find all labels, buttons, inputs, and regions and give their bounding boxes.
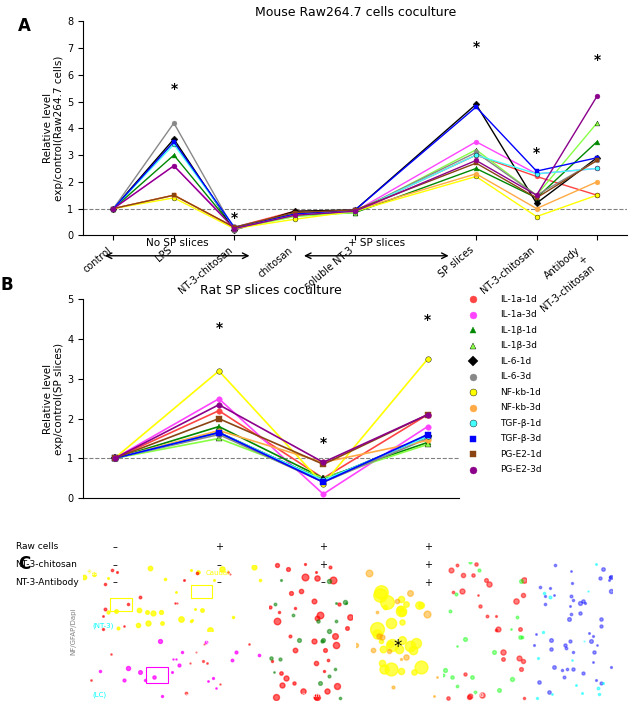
Text: NF-kb-1d: NF-kb-1d [500, 388, 541, 397]
Text: –: – [112, 542, 117, 552]
Text: B: B [1, 276, 13, 293]
Text: *: * [170, 82, 177, 96]
Text: TGF-β-3d: TGF-β-3d [500, 434, 541, 443]
Text: 100 μm: 100 μm [385, 693, 409, 698]
Text: TGF-β-1d: TGF-β-1d [500, 419, 541, 428]
Text: 500 μm: 500 μm [182, 625, 205, 630]
Text: IL-1β-3d: IL-1β-3d [500, 341, 537, 351]
Text: NT-3-Antibody: NT-3-Antibody [15, 578, 79, 586]
Text: (NT-3): (NT-3) [92, 623, 113, 629]
Text: Raw cells: Raw cells [15, 542, 58, 550]
Text: NT-3-chitosan: NT-3-chitosan [15, 560, 77, 568]
Text: PG-E2-3d: PG-E2-3d [500, 466, 542, 474]
Y-axis label: Relative level
exp/control(SP slices): Relative level exp/control(SP slices) [43, 343, 65, 455]
Text: IL-6-1d: IL-6-1d [500, 357, 531, 366]
Text: Rostral: Rostral [87, 570, 111, 576]
Text: *: * [231, 211, 238, 225]
Text: *: * [424, 313, 431, 327]
Text: C: C [18, 555, 30, 573]
Text: IL-1a-1d: IL-1a-1d [500, 295, 537, 304]
Title: Mouse Raw264.7 cells coculture: Mouse Raw264.7 cells coculture [255, 6, 456, 19]
Text: +: + [319, 542, 327, 552]
Text: 500μm: 500μm [182, 695, 204, 700]
Text: Rostral: Rostral [87, 639, 111, 645]
Text: *: * [593, 53, 600, 67]
Text: IL-1a-3d: IL-1a-3d [500, 311, 537, 319]
Text: + SP slices: + SP slices [348, 238, 405, 248]
Text: –: – [321, 578, 326, 588]
Text: IL-6-3d: IL-6-3d [500, 373, 531, 381]
Text: –: – [112, 578, 117, 588]
Text: Caudal: Caudal [205, 639, 229, 645]
Text: Caudal: Caudal [205, 570, 229, 576]
Text: No SP slices: No SP slices [146, 238, 209, 248]
Text: –: – [216, 578, 221, 588]
Text: +: + [215, 542, 223, 552]
Text: *: * [320, 436, 327, 451]
Text: *: * [472, 39, 479, 54]
Text: A: A [18, 17, 31, 35]
Text: NF/GFAP/Dapi: NF/GFAP/Dapi [71, 607, 77, 655]
Text: –: – [112, 560, 117, 570]
Text: *: * [306, 630, 314, 649]
Text: 100 μm: 100 μm [472, 693, 496, 698]
Bar [146, 667, 168, 683]
Text: IL-1β-1d: IL-1β-1d [500, 326, 537, 335]
Text: (LC): (LC) [92, 691, 106, 698]
Text: NF-kb-3d: NF-kb-3d [500, 403, 541, 413]
Text: 100 μm: 100 μm [298, 693, 322, 698]
Bar [110, 598, 132, 611]
Text: *: * [393, 638, 401, 655]
Y-axis label: Relative level
exp/control(Raw264.7 cells): Relative level exp/control(Raw264.7 cell… [43, 56, 65, 201]
Text: –: – [216, 560, 221, 570]
Text: +: + [319, 560, 327, 570]
Text: +: + [424, 542, 431, 552]
Bar [191, 585, 212, 598]
Text: 70μm: 70μm [563, 693, 580, 698]
Title: Rat SP slices coculture: Rat SP slices coculture [200, 284, 342, 297]
Text: PG-E2-1d: PG-E2-1d [500, 450, 542, 459]
Text: *: * [533, 146, 540, 161]
Text: *: * [215, 321, 223, 335]
Text: +: + [424, 560, 431, 570]
Text: +: + [424, 578, 431, 588]
